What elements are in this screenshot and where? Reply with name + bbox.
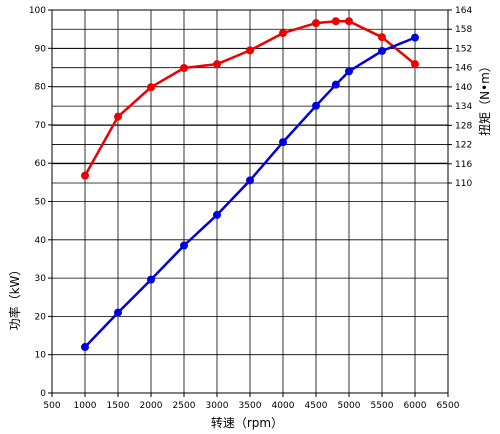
power-data-point xyxy=(345,67,353,76)
x-tick-label: 2000 xyxy=(140,401,163,411)
power-axis-title: 功率（kW） xyxy=(7,264,22,331)
torque-series-line xyxy=(83,19,416,177)
power-data-point xyxy=(411,33,419,42)
power-data-point xyxy=(114,308,122,317)
x-tick-label: 5500 xyxy=(371,401,394,411)
power-data-point xyxy=(279,138,287,147)
x-axis-title: 转速（rpm） xyxy=(211,415,283,430)
torque-tick-label: 146 xyxy=(455,64,472,74)
power-data-point xyxy=(331,80,340,89)
torque-data-point xyxy=(246,46,254,55)
x-tick-label: 4000 xyxy=(272,401,295,411)
torque-tick-label: 116 xyxy=(455,160,472,170)
x-tick-label: 3500 xyxy=(239,401,262,411)
torque-data-point xyxy=(81,171,89,180)
power-data-point xyxy=(378,46,386,55)
power-data-point xyxy=(180,241,188,250)
x-tick-label: 4500 xyxy=(305,401,328,411)
power-data-point xyxy=(246,176,254,185)
power-tick-label: 80 xyxy=(35,83,47,93)
torque-data-point xyxy=(180,63,188,72)
x-axis-ticks: 500 1000 1500 2000 2500 3000 3500 4000 4500 5000 5… xyxy=(43,393,460,411)
torque-tick-label: 158 xyxy=(455,25,472,35)
power-tick-label: 50 xyxy=(35,198,47,208)
torque-tick-label: 152 xyxy=(455,44,472,54)
power-tick-label: 0 xyxy=(40,389,46,399)
torque-tick-label: 110 xyxy=(455,179,472,189)
series-layer xyxy=(81,17,419,352)
x-tick-label: 5000 xyxy=(338,401,361,411)
torque-tick-label: 134 xyxy=(455,102,472,112)
power-series-line xyxy=(84,36,416,348)
torque-data-point xyxy=(312,19,320,28)
power-data-point xyxy=(147,275,155,284)
power-tick-label: 20 xyxy=(35,312,47,322)
torque-data-point xyxy=(114,112,122,121)
x-tick-label: 2500 xyxy=(173,401,196,411)
torque-data-point xyxy=(147,83,155,92)
x-tick-label: 1500 xyxy=(107,401,130,411)
power-data-point xyxy=(312,101,320,110)
grid xyxy=(51,9,449,394)
torque-data-point xyxy=(378,33,386,42)
power-axis-ticks: 0 10 20 30 40 50 60 70 80 90 100 xyxy=(29,6,52,399)
power-data-point xyxy=(213,210,221,219)
torque-tick-label: 122 xyxy=(455,141,472,151)
power-tick-label: 100 xyxy=(29,6,46,16)
power-tick-label: 90 xyxy=(35,44,47,54)
power-tick-label: 10 xyxy=(35,351,47,361)
x-tick-label: 1000 xyxy=(74,401,97,411)
torque-axis-title: 扭矩（N•m） xyxy=(478,60,492,136)
power-tick-label: 30 xyxy=(35,274,47,284)
x-tick-label: 6000 xyxy=(404,401,427,411)
power-data-point xyxy=(81,343,89,352)
power-tick-label: 60 xyxy=(35,159,47,169)
torque-data-point xyxy=(331,17,340,26)
x-tick-label: 500 xyxy=(43,401,60,411)
torque-data-point xyxy=(213,60,221,69)
power-tick-label: 70 xyxy=(35,121,47,131)
x-tick-label: 6500 xyxy=(437,401,460,411)
x-tick-label: 3000 xyxy=(206,401,229,411)
torque-tick-label: 164 xyxy=(455,6,472,16)
torque-tick-label: 128 xyxy=(455,121,472,131)
torque-tick-label: 140 xyxy=(455,83,472,93)
torque-data-point xyxy=(411,60,419,69)
torque-data-point xyxy=(345,17,353,26)
torque-axis-ticks: 110 116 122 128 134 140 146 152 158 164 xyxy=(448,6,472,189)
torque-data-point xyxy=(279,29,287,38)
power-tick-label: 40 xyxy=(35,236,47,246)
